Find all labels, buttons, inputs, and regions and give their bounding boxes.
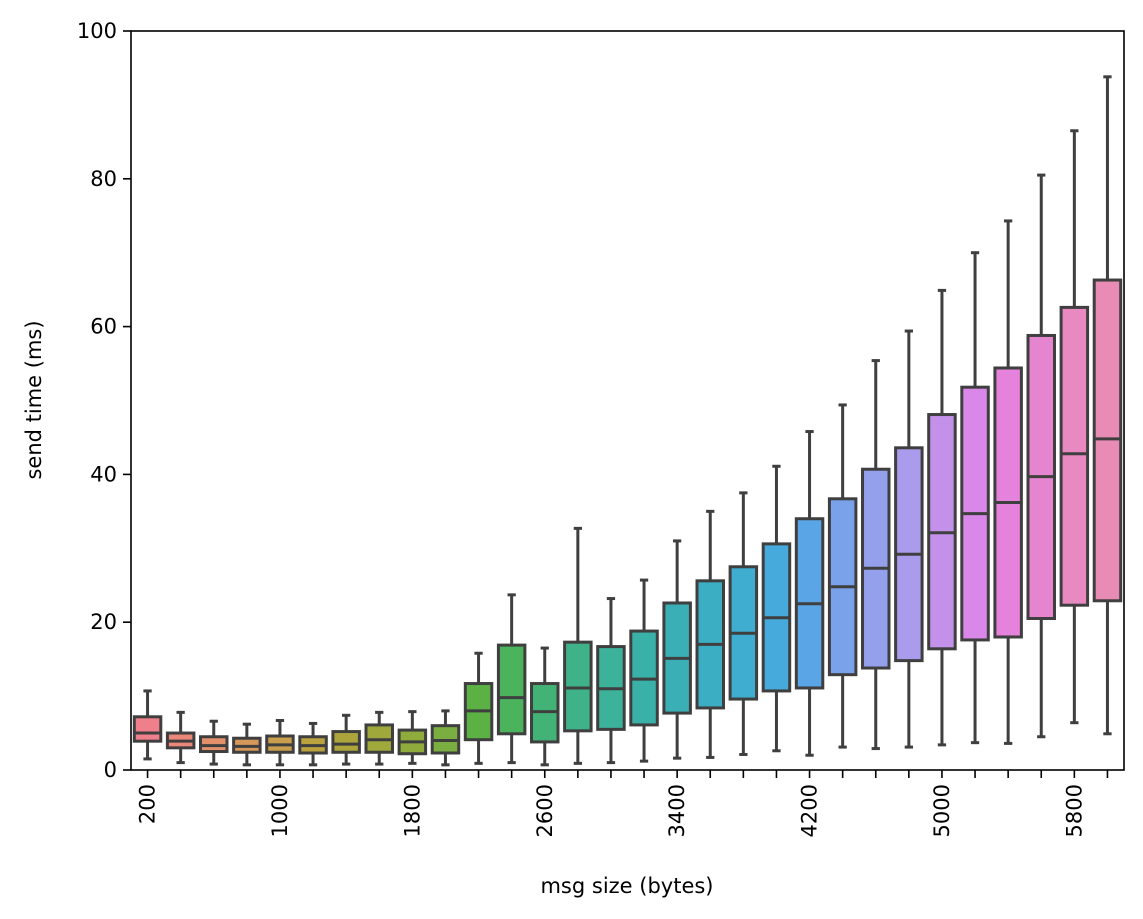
- x-tick-label: 200: [136, 784, 160, 824]
- box-group: [563, 526, 593, 765]
- box: [496, 643, 527, 736]
- box-group: [165, 710, 196, 765]
- x-tick-label: 1800: [400, 784, 424, 837]
- x-tick-label: 3400: [665, 784, 689, 837]
- y-tick-label: 60: [90, 315, 117, 339]
- box-group: [496, 593, 527, 765]
- box-group: [629, 578, 659, 763]
- box-group: [761, 464, 792, 753]
- x-tick-label: 2600: [533, 784, 557, 837]
- box-group: [662, 539, 692, 760]
- box-group: [265, 718, 295, 767]
- x-tick-label: 5000: [930, 784, 954, 837]
- x-tick-label: 5800: [1062, 784, 1086, 837]
- x-tick-label: 1000: [268, 784, 292, 837]
- plot-frame: [130, 30, 1125, 771]
- box-group: [1026, 173, 1056, 739]
- box-group: [927, 288, 957, 747]
- box-group: [1059, 129, 1090, 725]
- box-group: [894, 329, 924, 749]
- box-group: [364, 710, 394, 766]
- y-tick-label: 40: [90, 462, 117, 486]
- x-axis-label: msg size (bytes): [540, 874, 713, 898]
- box-group: [331, 713, 361, 766]
- box-group: [1092, 75, 1123, 736]
- box-group: [463, 651, 494, 765]
- y-axis: 0 20 40 60 80 100: [77, 19, 131, 782]
- y-tick-label: 80: [90, 167, 117, 191]
- box-group: [397, 710, 428, 765]
- box-group: [794, 430, 825, 757]
- box: [132, 715, 163, 743]
- box-group: [861, 359, 891, 751]
- y-tick-label: 0: [104, 758, 117, 782]
- x-axis: 200 1000 1800 2600 3400 4200 5000 5800: [136, 770, 1109, 837]
- box-group: [199, 719, 229, 766]
- box-group: [232, 722, 262, 767]
- x-tick-label: 4200: [798, 784, 822, 837]
- box-group: [993, 219, 1023, 745]
- boxes-layer: [132, 75, 1123, 767]
- box-group: [596, 597, 626, 765]
- box: [331, 730, 361, 754]
- box-group: [695, 509, 725, 759]
- box-group: [728, 491, 759, 756]
- y-axis-label: send time (ms): [22, 320, 46, 479]
- box-group: [960, 251, 990, 745]
- box-group: [132, 689, 163, 761]
- box: [1059, 305, 1090, 607]
- y-tick-label: 20: [90, 610, 117, 634]
- box-group: [530, 646, 560, 767]
- y-tick-label: 100: [77, 19, 117, 43]
- box-group: [298, 721, 328, 767]
- box-group: [430, 709, 461, 767]
- box-group: [827, 403, 858, 749]
